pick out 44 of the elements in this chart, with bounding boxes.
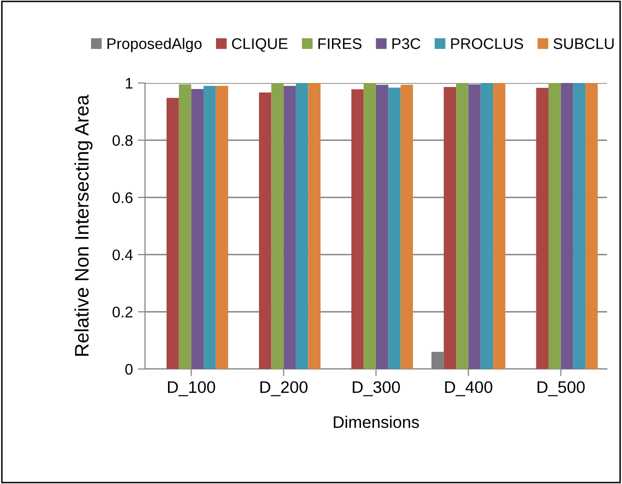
bar — [204, 86, 216, 369]
x-tick-label: D_400 — [445, 381, 492, 396]
bar — [456, 83, 468, 369]
y-axis-title: Relative Non Intersecting Area — [74, 94, 93, 356]
legend-label: P3C — [392, 38, 420, 50]
bar — [166, 98, 179, 369]
x-tick-label: D_200 — [260, 381, 308, 396]
legend-label: PROCLUS — [451, 38, 524, 50]
bar — [258, 92, 272, 369]
bar — [400, 84, 413, 369]
bar — [480, 83, 494, 369]
bar — [536, 88, 548, 369]
bar — [308, 83, 321, 369]
bar — [560, 83, 574, 369]
legend-label: ProposedAlgo — [108, 38, 202, 52]
legend-label: CLIQUE — [232, 38, 288, 52]
bar — [216, 86, 228, 369]
x-tick-label: D_300 — [352, 381, 400, 396]
y-tick-label: 0.6 — [112, 192, 133, 204]
x-axis-title: Dimensions — [334, 416, 419, 428]
x-tick-label: D_500 — [538, 381, 585, 396]
y-tick-label: 0.8 — [112, 135, 133, 146]
bar — [351, 89, 364, 369]
bar — [364, 83, 376, 369]
legend-label: SUBCLU — [554, 38, 614, 50]
bar — [178, 84, 192, 369]
bar — [191, 89, 204, 369]
legend-label: FIRES — [318, 38, 362, 50]
bar — [468, 84, 481, 369]
y-tick-label: 0 — [125, 364, 133, 375]
bar — [573, 83, 586, 369]
bar — [271, 83, 284, 369]
y-tick-label: 0.2 — [112, 306, 132, 318]
bar — [388, 88, 401, 369]
bar — [585, 83, 598, 369]
bar — [296, 83, 308, 369]
bar — [444, 87, 456, 369]
bar — [376, 84, 388, 369]
y-tick-label: 1 — [126, 78, 132, 89]
bar — [284, 86, 296, 369]
y-tick-label: 0.4 — [112, 249, 133, 260]
bar — [548, 83, 561, 369]
bar — [493, 83, 506, 369]
x-tick-label: D_100 — [168, 381, 216, 396]
